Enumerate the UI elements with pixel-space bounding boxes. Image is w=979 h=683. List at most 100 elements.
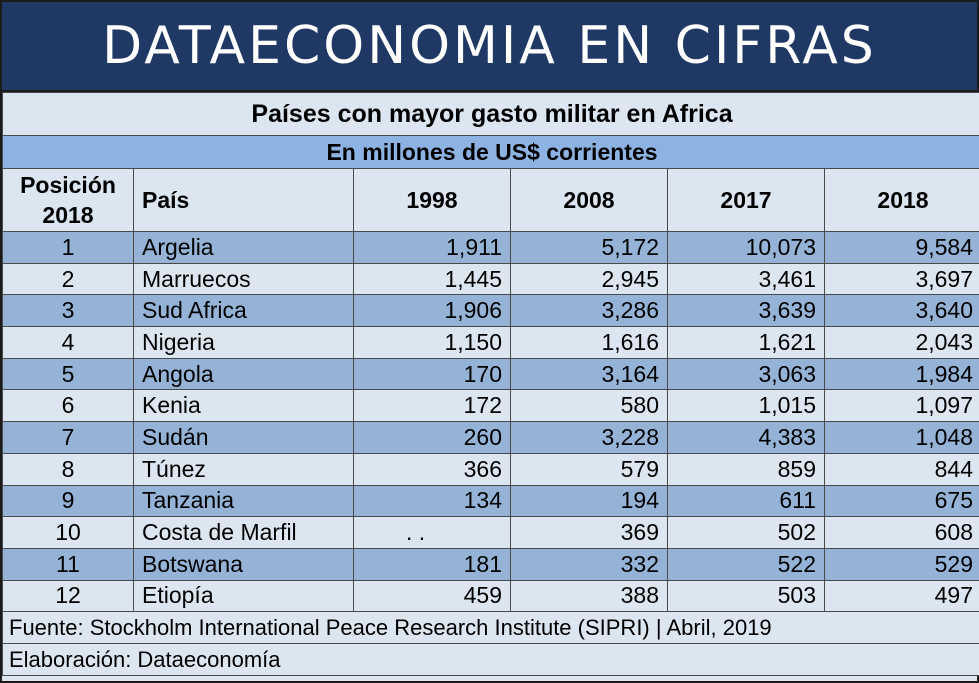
position-cell: 6	[2, 389, 134, 423]
value-2017-cell: 3,461	[667, 262, 825, 296]
table-row: 11 Botswana 181 332 522 529	[2, 547, 979, 581]
military-spending-table: Países con mayor gasto militar en Africa…	[1, 92, 979, 677]
value-2008-cell: 369	[510, 516, 668, 549]
value-2018-cell: 529	[823, 547, 979, 581]
banner-title: DATAECONOMIA EN CIFRAS	[2, 2, 977, 92]
position-cell: 8	[2, 452, 134, 486]
column-header-2018: 2018	[823, 168, 979, 232]
table-row: 8 Túnez 366 579 859 844	[2, 452, 979, 486]
country-cell: Nigeria	[133, 326, 354, 359]
column-header-position: Posición 2018	[2, 168, 134, 232]
value-1998-cell: 1,445	[353, 262, 511, 296]
country-cell: Argelia	[133, 231, 354, 264]
country-cell: Costa de Marfil	[133, 516, 354, 549]
value-1998-cell: 134	[353, 484, 511, 518]
column-header-position-line1: Posición	[20, 172, 116, 198]
column-header-1998: 1998	[353, 168, 511, 232]
value-2017-cell: 611	[667, 484, 825, 518]
value-2018-cell: 1,097	[823, 389, 979, 423]
value-2018-cell: 3,640	[823, 294, 979, 328]
country-cell: Marruecos	[133, 262, 354, 296]
value-2017-cell: 1,621	[667, 326, 825, 359]
table-row: 10 Costa de Marfil. . 369 502 608	[2, 516, 979, 549]
value-2017-cell: 3,639	[667, 294, 825, 328]
value-1998-cell: 260	[353, 421, 511, 454]
position-cell: 4	[2, 326, 134, 359]
value-2018-cell: 1,048	[823, 421, 979, 454]
value-1998-cell: 181	[353, 547, 511, 581]
table-row: 7 Sudán 260 3,228 4,383 1,048	[2, 421, 979, 454]
value-2017-cell: 503	[667, 579, 825, 613]
value-2008-cell: 580	[510, 389, 668, 423]
value-1998-cell: 1,150	[353, 326, 511, 359]
column-header-country: País	[133, 168, 354, 232]
table-row: 5 Angola 170 3,164 3,063 1,984	[2, 357, 979, 391]
value-2018-cell: 2,043	[823, 326, 979, 359]
value-2008-cell: 3,164	[510, 357, 668, 391]
value-1998-cell: 1,906	[353, 294, 511, 328]
country-cell: Kenia	[133, 389, 354, 423]
value-2017-cell: 3,063	[667, 357, 825, 391]
position-cell: 5	[2, 357, 134, 391]
value-2008-cell: 332	[510, 547, 668, 581]
value-2008-cell: 3,286	[510, 294, 668, 328]
table-row: 1 Argelia 1,911 5,172 10,073 9,584	[2, 231, 979, 264]
table-row: 12 Etiopía 459 388 503 497	[2, 579, 979, 613]
value-2008-cell: 194	[510, 484, 668, 518]
table-row: 2 Marruecos 1,445 2,945 3,461 3,697	[2, 262, 979, 296]
value-2008-cell: 1,616	[510, 326, 668, 359]
value-2008-cell: 388	[510, 579, 668, 613]
source-note: Fuente: Stockholm International Peace Re…	[1, 611, 979, 645]
column-header-2008: 2008	[510, 168, 668, 232]
value-2018-cell: 608	[823, 516, 979, 549]
table-body: 1 Argelia 1,911 5,172 10,073 9,584 2 Marruecos 1…	[2, 231, 979, 613]
value-1998-cell: 459	[353, 579, 511, 613]
position-cell: 3	[2, 294, 134, 328]
value-2018-cell: 844	[823, 452, 979, 486]
header-row: Posición 2018 País 1998 2008 2017 2018	[2, 168, 979, 232]
country-cell: Etiopía	[133, 579, 354, 613]
column-header-2017: 2017	[667, 168, 825, 232]
table-row: 3 Sud Africa 1,906 3,286 3,639 3,640	[2, 294, 979, 328]
value-1998-cell: . .	[353, 516, 511, 549]
table-subtitle: En millones de US$ corrientes	[1, 135, 979, 169]
table-row: 9 Tanzania 134 194 611 675	[2, 484, 979, 518]
position-cell: 1	[2, 231, 134, 264]
position-cell: 10	[2, 516, 134, 549]
value-2017-cell: 502	[667, 516, 825, 549]
value-2017-cell: 4,383	[667, 421, 825, 454]
value-2008-cell: 2,945	[510, 262, 668, 296]
value-2018-cell: 497	[823, 579, 979, 613]
value-1998-cell: 172	[353, 389, 511, 423]
country-cell: Túnez	[133, 452, 354, 486]
value-2018-cell: 1,984	[823, 357, 979, 391]
column-header-position-line2: 2018	[42, 202, 94, 228]
value-1998-cell: 1,911	[353, 231, 511, 264]
value-2017-cell: 522	[667, 547, 825, 581]
position-cell: 12	[2, 579, 134, 613]
position-cell: 2	[2, 262, 134, 296]
country-cell: Sudán	[133, 421, 354, 454]
table-title: Países con mayor gasto militar en Africa	[1, 92, 979, 136]
value-2017-cell: 859	[667, 452, 825, 486]
value-2018-cell: 9,584	[823, 231, 979, 264]
credit-note: Elaboración: Dataeconomía	[1, 643, 979, 677]
value-2018-cell: 675	[823, 484, 979, 518]
value-2017-cell: 1,015	[667, 389, 825, 423]
value-2008-cell: 5,172	[510, 231, 668, 264]
value-1998-cell: 366	[353, 452, 511, 486]
position-cell: 11	[2, 547, 134, 581]
value-2018-cell: 3,697	[823, 262, 979, 296]
country-cell: Botswana	[133, 547, 354, 581]
position-cell: 7	[2, 421, 134, 454]
country-cell: Sud Africa	[133, 294, 354, 328]
country-cell: Tanzania	[133, 484, 354, 518]
value-2008-cell: 579	[510, 452, 668, 486]
value-1998-cell: 170	[353, 357, 511, 391]
value-2008-cell: 3,228	[510, 421, 668, 454]
value-2017-cell: 10,073	[667, 231, 825, 264]
table-row: 6 Kenia 172 580 1,015 1,097	[2, 389, 979, 423]
country-cell: Angola	[133, 357, 354, 391]
table-row: 4 Nigeria 1,150 1,616 1,621 2,043	[2, 326, 979, 359]
